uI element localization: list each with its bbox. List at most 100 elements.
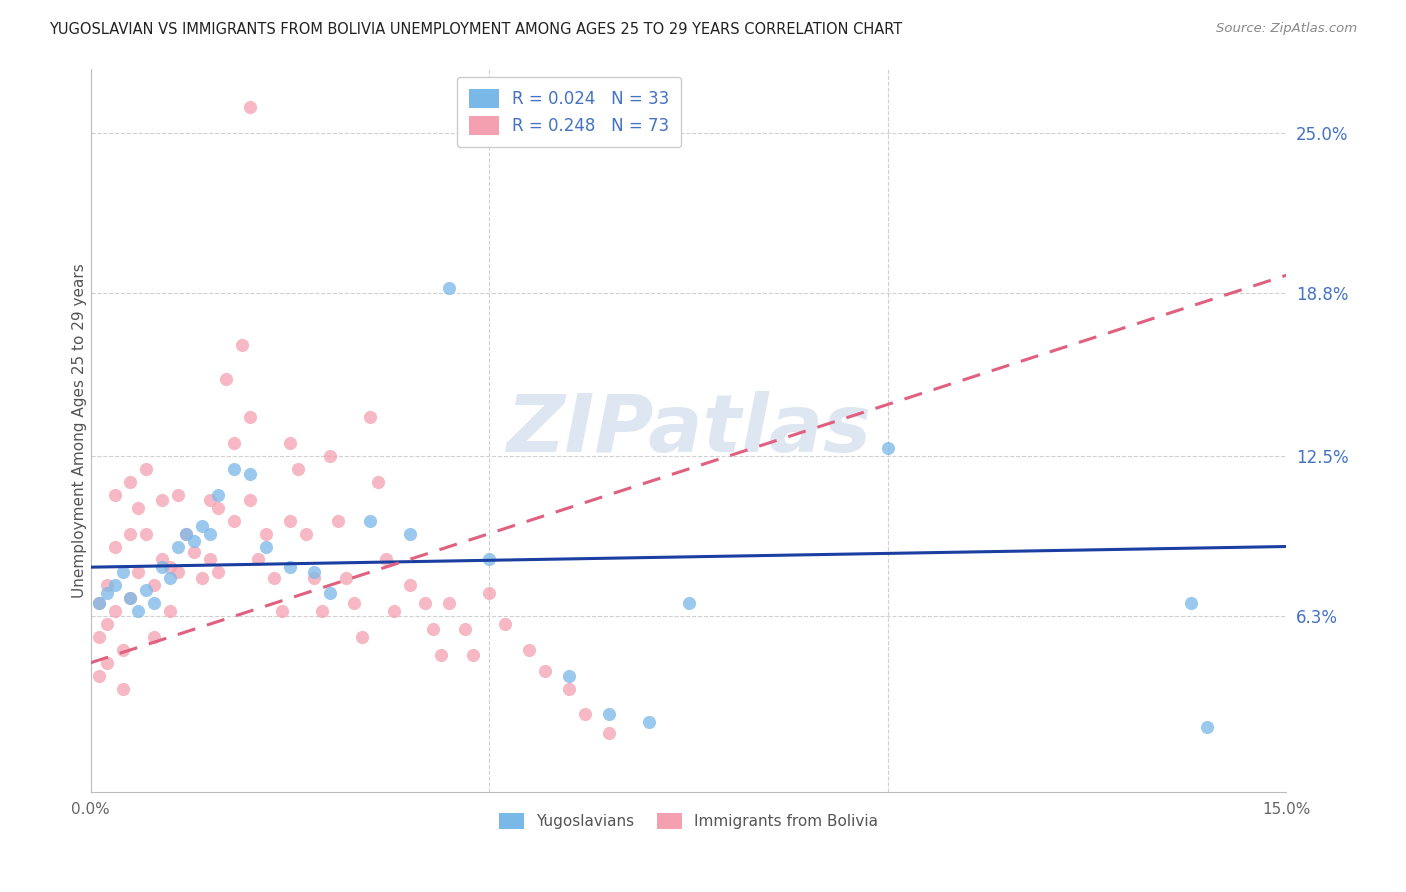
Immigrants from Bolivia: [87, 596, 110, 610]
Immigrants from Bolivia: [150, 552, 173, 566]
Yugoslavians: [96, 586, 118, 600]
Y-axis label: Unemployment Among Ages 25 to 29 years: Unemployment Among Ages 25 to 29 years: [72, 263, 87, 598]
Immigrants from Bolivia: [382, 604, 405, 618]
Yugoslavians: [439, 281, 461, 295]
Immigrants from Bolivia: [135, 462, 157, 476]
Yugoslavians: [254, 540, 277, 554]
Immigrants from Bolivia: [398, 578, 420, 592]
Immigrants from Bolivia: [111, 643, 134, 657]
Immigrants from Bolivia: [96, 617, 118, 632]
Immigrants from Bolivia: [478, 586, 501, 600]
Immigrants from Bolivia: [574, 707, 596, 722]
Immigrants from Bolivia: [439, 596, 461, 610]
Immigrants from Bolivia: [224, 436, 246, 450]
Yugoslavians: [224, 462, 246, 476]
Yugoslavians: [200, 526, 222, 541]
Immigrants from Bolivia: [263, 570, 285, 584]
Text: ZIPatlas: ZIPatlas: [506, 392, 872, 469]
Immigrants from Bolivia: [167, 488, 190, 502]
Immigrants from Bolivia: [150, 493, 173, 508]
Immigrants from Bolivia: [207, 500, 229, 515]
Immigrants from Bolivia: [374, 552, 396, 566]
Text: YUGOSLAVIAN VS IMMIGRANTS FROM BOLIVIA UNEMPLOYMENT AMONG AGES 25 TO 29 YEARS CO: YUGOSLAVIAN VS IMMIGRANTS FROM BOLIVIA U…: [49, 22, 903, 37]
Yugoslavians: [359, 514, 381, 528]
Immigrants from Bolivia: [254, 526, 277, 541]
Yugoslavians: [876, 442, 898, 456]
Immigrants from Bolivia: [239, 493, 262, 508]
Yugoslavians: [278, 560, 301, 574]
Immigrants from Bolivia: [494, 617, 516, 632]
Yugoslavians: [159, 570, 181, 584]
Immigrants from Bolivia: [103, 604, 125, 618]
Yugoslavians: [87, 596, 110, 610]
Yugoslavians: [135, 583, 157, 598]
Immigrants from Bolivia: [367, 475, 389, 489]
Immigrants from Bolivia: [103, 488, 125, 502]
Immigrants from Bolivia: [174, 526, 197, 541]
Yugoslavians: [239, 467, 262, 482]
Yugoslavians: [150, 560, 173, 574]
Immigrants from Bolivia: [120, 526, 142, 541]
Immigrants from Bolivia: [120, 591, 142, 606]
Immigrants from Bolivia: [343, 596, 366, 610]
Immigrants from Bolivia: [167, 566, 190, 580]
Text: Source: ZipAtlas.com: Source: ZipAtlas.com: [1216, 22, 1357, 36]
Yugoslavians: [167, 540, 190, 554]
Immigrants from Bolivia: [183, 544, 205, 558]
Immigrants from Bolivia: [207, 566, 229, 580]
Yugoslavians: [191, 519, 214, 533]
Immigrants from Bolivia: [96, 578, 118, 592]
Yugoslavians: [174, 526, 197, 541]
Yugoslavians: [598, 707, 620, 722]
Immigrants from Bolivia: [534, 664, 557, 678]
Immigrants from Bolivia: [120, 475, 142, 489]
Immigrants from Bolivia: [359, 410, 381, 425]
Yugoslavians: [637, 715, 659, 730]
Immigrants from Bolivia: [278, 514, 301, 528]
Immigrants from Bolivia: [103, 540, 125, 554]
Immigrants from Bolivia: [454, 622, 477, 636]
Yugoslavians: [183, 534, 205, 549]
Yugoslavians: [103, 578, 125, 592]
Yugoslavians: [127, 604, 149, 618]
Immigrants from Bolivia: [127, 566, 149, 580]
Immigrants from Bolivia: [430, 648, 453, 662]
Immigrants from Bolivia: [326, 514, 349, 528]
Yugoslavians: [143, 596, 166, 610]
Yugoslavians: [1180, 596, 1202, 610]
Immigrants from Bolivia: [422, 622, 444, 636]
Immigrants from Bolivia: [558, 681, 581, 696]
Yugoslavians: [558, 669, 581, 683]
Immigrants from Bolivia: [200, 552, 222, 566]
Immigrants from Bolivia: [143, 630, 166, 644]
Immigrants from Bolivia: [159, 560, 181, 574]
Immigrants from Bolivia: [127, 500, 149, 515]
Immigrants from Bolivia: [247, 552, 270, 566]
Yugoslavians: [678, 596, 700, 610]
Immigrants from Bolivia: [415, 596, 437, 610]
Yugoslavians: [478, 552, 501, 566]
Immigrants from Bolivia: [159, 604, 181, 618]
Immigrants from Bolivia: [111, 681, 134, 696]
Immigrants from Bolivia: [143, 578, 166, 592]
Yugoslavians: [319, 586, 342, 600]
Immigrants from Bolivia: [239, 410, 262, 425]
Immigrants from Bolivia: [517, 643, 540, 657]
Immigrants from Bolivia: [224, 514, 246, 528]
Legend: Yugoslavians, Immigrants from Bolivia: Yugoslavians, Immigrants from Bolivia: [494, 806, 884, 835]
Yugoslavians: [302, 566, 325, 580]
Immigrants from Bolivia: [135, 526, 157, 541]
Immigrants from Bolivia: [287, 462, 309, 476]
Yugoslavians: [398, 526, 420, 541]
Immigrants from Bolivia: [335, 570, 357, 584]
Yugoslavians: [111, 566, 134, 580]
Immigrants from Bolivia: [278, 436, 301, 450]
Immigrants from Bolivia: [96, 656, 118, 670]
Immigrants from Bolivia: [463, 648, 485, 662]
Immigrants from Bolivia: [271, 604, 294, 618]
Immigrants from Bolivia: [191, 570, 214, 584]
Immigrants from Bolivia: [200, 493, 222, 508]
Immigrants from Bolivia: [231, 338, 253, 352]
Immigrants from Bolivia: [87, 669, 110, 683]
Immigrants from Bolivia: [302, 570, 325, 584]
